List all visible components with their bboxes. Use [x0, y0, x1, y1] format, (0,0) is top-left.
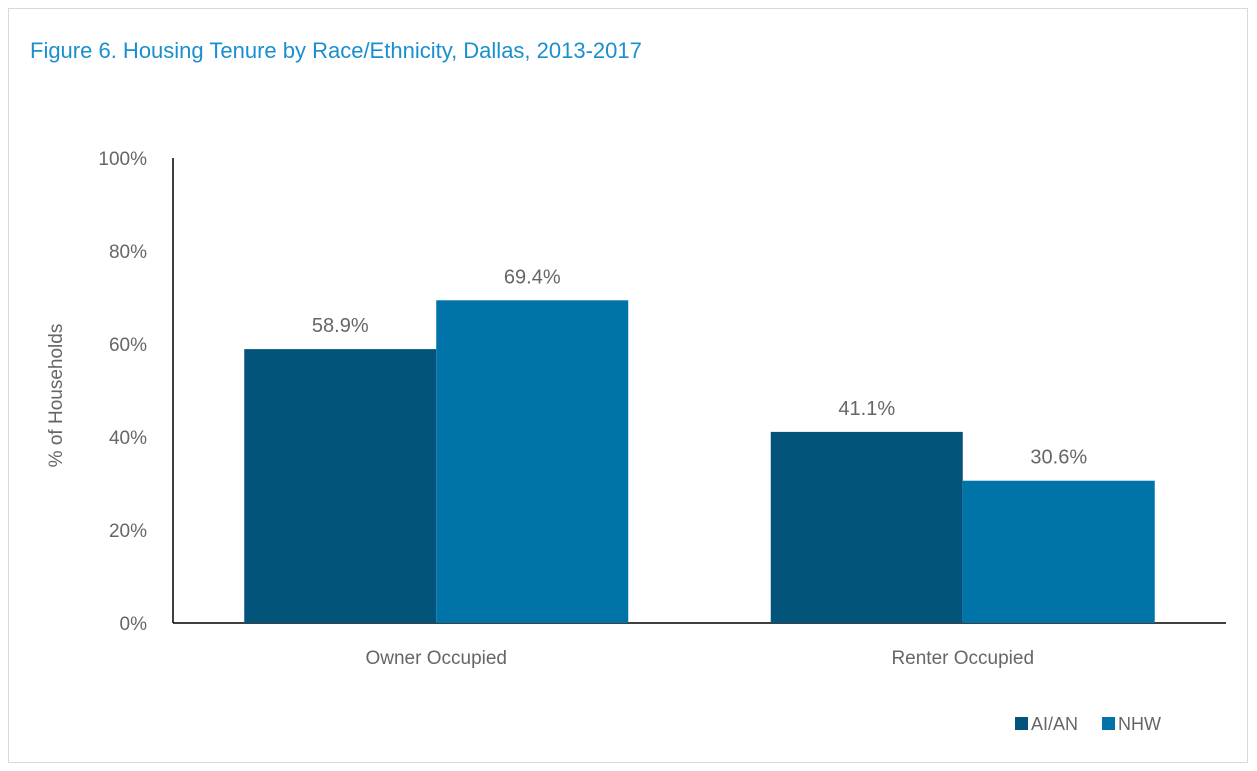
legend-label: AI/AN	[1031, 714, 1078, 734]
y-tick-label: 0%	[120, 614, 148, 635]
x-tick-label: Renter Occupied	[891, 648, 1034, 669]
data-label: 41.1%	[838, 398, 895, 420]
bar	[244, 349, 437, 623]
bars	[244, 300, 1155, 623]
axes: 0% 20% 40% 60% 80% 100% % of Households Owner O…	[46, 149, 1226, 669]
y-axis-title: % of Households	[46, 324, 67, 468]
bar	[770, 431, 963, 623]
data-label: 58.9%	[312, 315, 369, 337]
y-tick-label: 40%	[109, 428, 147, 449]
bar	[436, 300, 629, 623]
data-label: 30.6%	[1030, 447, 1087, 469]
y-tick-label: 80%	[109, 242, 147, 263]
x-tick-label: Owner Occupied	[365, 648, 507, 669]
y-tick-label: 60%	[109, 335, 147, 356]
data-labels: 58.9% 69.4% 41.1% 30.6%	[312, 266, 1087, 468]
y-tick-label: 100%	[98, 149, 147, 170]
legend: AI/AN NHW	[1015, 714, 1161, 734]
data-label: 69.4%	[504, 266, 561, 288]
chart-title: Figure 6. Housing Tenure by Race/Ethnici…	[30, 38, 642, 63]
legend-swatch	[1102, 717, 1116, 730]
bar	[962, 480, 1155, 623]
legend-label: NHW	[1118, 714, 1161, 734]
legend-swatch	[1015, 717, 1028, 730]
y-tick-label: 20%	[109, 521, 147, 542]
